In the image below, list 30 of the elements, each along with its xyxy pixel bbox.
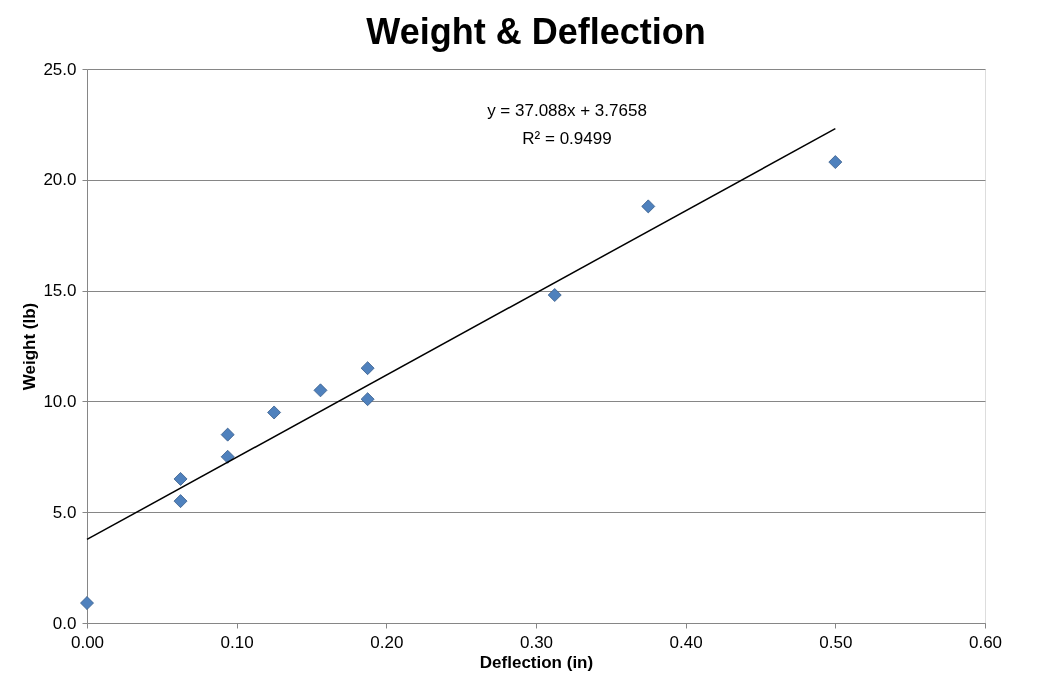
point — [313, 383, 328, 398]
y-axis-title: Weight (lb) — [20, 302, 40, 391]
x-tick-label: 0.40 — [669, 632, 703, 652]
point — [220, 449, 235, 464]
annotation: y = 37.088x + 3.7658 — [487, 101, 647, 120]
point — [641, 199, 656, 214]
x-tick-label: 0.10 — [220, 632, 254, 652]
annotation: R² = 0.9499 — [522, 129, 612, 148]
point — [173, 472, 188, 486]
y-tick-label: 0.0 — [52, 613, 77, 633]
x-tick-label: 0.00 — [70, 632, 105, 652]
point — [547, 288, 562, 302]
point — [360, 392, 375, 407]
y-tick-label: 25.0 — [43, 59, 77, 79]
point — [267, 405, 281, 420]
y-tick-label: 20.0 — [43, 170, 77, 190]
point — [828, 155, 843, 169]
point — [220, 427, 235, 442]
point — [173, 494, 188, 509]
y-tick-label: 15.0 — [43, 281, 77, 301]
x-tick-label: 0.20 — [370, 632, 404, 652]
point — [80, 596, 94, 610]
x-tick-label: 0.30 — [519, 632, 554, 652]
point — [360, 361, 375, 376]
x-tick-label: 0.60 — [968, 632, 1003, 652]
x-tick-label: 0.50 — [819, 632, 853, 652]
y-tick-label: 5.0 — [52, 502, 77, 522]
x-axis-title: Deflection (in) — [479, 652, 594, 672]
chart-title: Weight & Deflection — [366, 11, 706, 52]
y-tick-label: 10.0 — [43, 391, 77, 411]
